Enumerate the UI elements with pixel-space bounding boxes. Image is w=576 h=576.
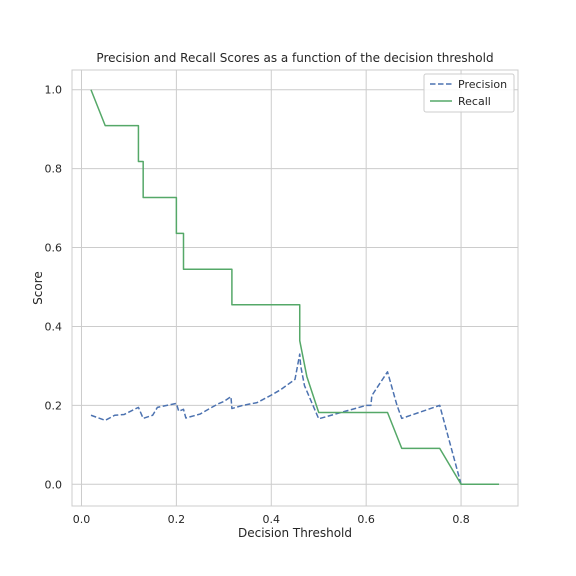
x-tick-label-1: 0.2 — [168, 513, 186, 526]
y-axis-label: Score — [31, 271, 45, 305]
series-layer — [90, 89, 500, 486]
plot-frame — [71, 69, 519, 507]
legend-label-recall: Recall — [458, 95, 491, 108]
y-tick-label-5: 1.0 — [45, 84, 63, 97]
y-tick-label-2: 0.4 — [45, 320, 63, 333]
x-tick-label-4: 0.8 — [452, 513, 470, 526]
x-tick-label-3: 0.6 — [357, 513, 375, 526]
x-axis-ticks: 0.0 0.2 0.4 0.6 0.8 — [73, 513, 470, 526]
legend: Precision Recall — [423, 73, 515, 113]
y-tick-label-3: 0.6 — [45, 242, 63, 255]
y-tick-label-4: 0.8 — [45, 163, 63, 176]
y-axis-ticks: 0.0 0.2 0.4 0.6 0.8 1.0 — [45, 84, 63, 492]
series-line-recall — [90, 89, 500, 486]
x-tick-label-0: 0.0 — [73, 513, 91, 526]
plot-border — [71, 69, 519, 507]
y-tick-label-1: 0.2 — [45, 399, 63, 412]
x-axis-label: Decision Threshold — [238, 526, 352, 540]
x-tick-label-2: 0.4 — [263, 513, 281, 526]
series-line-precision — [90, 353, 500, 486]
legend-label-precision: Precision — [458, 78, 507, 91]
chart-title: Precision and Recall Scores as a functio… — [96, 51, 493, 65]
y-tick-label-0: 0.0 — [45, 478, 63, 491]
